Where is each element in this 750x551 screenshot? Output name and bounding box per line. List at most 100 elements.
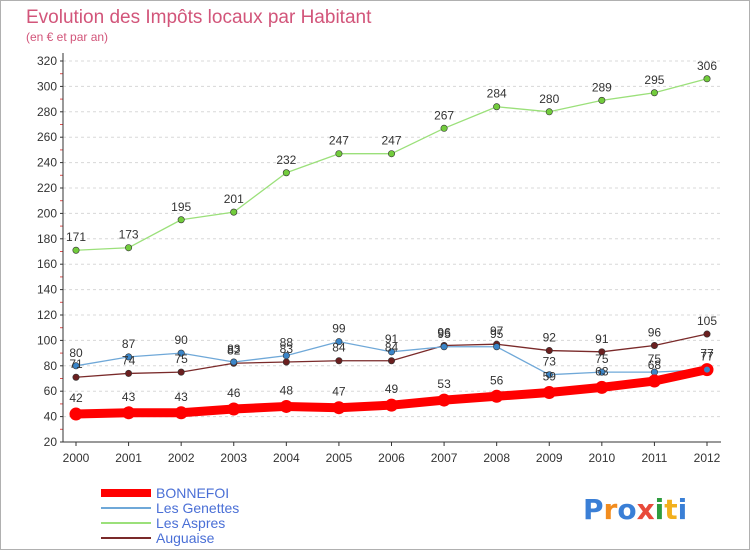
data-point: [387, 150, 395, 158]
data-label: 96: [648, 325, 662, 339]
data-label: 95: [437, 327, 451, 341]
data-point: [227, 402, 241, 416]
y-tick-label: 180: [37, 232, 57, 246]
x-tick-label: 2002: [168, 451, 195, 465]
data-label: 195: [171, 200, 191, 214]
data-point: [650, 341, 658, 349]
data-point: [279, 399, 293, 413]
x-tick-label: 2012: [694, 451, 721, 465]
x-tick-label: 2011: [642, 451, 668, 465]
x-tick-label: 2009: [536, 451, 563, 465]
data-point: [493, 343, 501, 351]
data-point: [595, 380, 609, 394]
data-label: 73: [543, 355, 557, 369]
data-label: 83: [227, 342, 241, 356]
y-tick-label: 120: [37, 308, 57, 322]
data-point: [177, 216, 185, 224]
x-tick-label: 2004: [273, 451, 300, 465]
data-label: 96: [437, 325, 451, 339]
data-label: 88: [280, 336, 294, 350]
data-label: 56: [490, 373, 504, 387]
data-point: [72, 362, 80, 370]
data-label: 95: [490, 327, 504, 341]
data-point: [177, 368, 185, 376]
series-line-les-aspres: [75, 78, 708, 251]
x-tick-label: 2010: [588, 451, 615, 465]
data-point: [174, 406, 188, 420]
data-point: [493, 103, 501, 111]
data-label: 232: [276, 153, 296, 167]
data-point-highlight: [704, 366, 710, 373]
x-tick-labels: 2000 2001 2002 2003 2004 2005 2006 2007 2008 2009…: [63, 451, 721, 465]
data-point: [335, 338, 343, 346]
data-label: 201: [224, 192, 244, 206]
data-point: [230, 358, 238, 366]
data-label: 75: [595, 352, 609, 366]
data-label: 90: [174, 333, 188, 347]
x-tick-label: 2007: [431, 451, 458, 465]
data-point: [230, 208, 238, 216]
data-point: [335, 150, 343, 158]
data-point: [177, 349, 185, 357]
series-points: [69, 75, 714, 421]
data-label: 247: [381, 134, 401, 148]
data-point: [69, 407, 83, 421]
y-tick-label: 280: [37, 105, 57, 119]
logo-letter: x: [637, 493, 655, 526]
x-tick-label: 2001: [115, 451, 142, 465]
data-label: 80: [69, 346, 83, 360]
logo-letter: i: [678, 493, 688, 526]
data-label: 82: [227, 343, 241, 357]
data-point: [122, 406, 136, 420]
data-label: 46: [227, 386, 241, 400]
data-label: 74: [122, 353, 136, 367]
data-label: 105: [697, 314, 717, 328]
y-tick-label: 320: [37, 54, 57, 68]
x-tick-label: 2008: [483, 451, 510, 465]
data-label: 71: [69, 357, 83, 371]
x-tick-label: 2006: [378, 451, 405, 465]
data-point: [703, 75, 711, 83]
data-label: 75: [174, 352, 188, 366]
y-tick-label: 80: [44, 359, 58, 373]
data-point: [440, 343, 448, 351]
data-point: [125, 353, 133, 361]
data-point: [647, 374, 661, 388]
data-point: [125, 369, 133, 377]
data-label: 91: [595, 332, 609, 346]
data-point: [440, 124, 448, 132]
data-point: [545, 108, 553, 116]
y-tick-label: 60: [44, 384, 58, 398]
logo-letter: t: [664, 493, 677, 526]
data-label: 49: [385, 382, 399, 396]
logo-letter: r: [604, 493, 618, 526]
data-label: 77: [700, 347, 714, 361]
data-label: 77: [700, 350, 714, 364]
data-label: 295: [644, 73, 664, 87]
y-tick-label: 200: [37, 206, 57, 220]
chart-title: Evolution des Impôts locaux par Habitant: [26, 7, 372, 28]
data-label: 43: [174, 390, 188, 404]
grid-lines: [63, 60, 721, 443]
y-tick-label: 220: [37, 181, 57, 195]
data-label: 280: [539, 92, 559, 106]
x-tick-label: 2005: [326, 451, 353, 465]
axes: [60, 53, 721, 446]
y-tick-label: 40: [44, 410, 58, 424]
data-point: [598, 348, 606, 356]
data-point: [650, 89, 658, 97]
data-point: [72, 246, 80, 254]
y-tick-label: 20: [44, 435, 58, 449]
data-point: [490, 389, 504, 403]
logo-letter: P: [583, 493, 604, 526]
y-tick-label: 260: [37, 130, 57, 144]
y-tick-label: 100: [37, 333, 57, 347]
data-point: [545, 347, 553, 355]
data-point: [385, 398, 398, 412]
data-label: 47: [332, 385, 346, 399]
data-label: 43: [122, 390, 136, 404]
data-point: [598, 368, 606, 376]
